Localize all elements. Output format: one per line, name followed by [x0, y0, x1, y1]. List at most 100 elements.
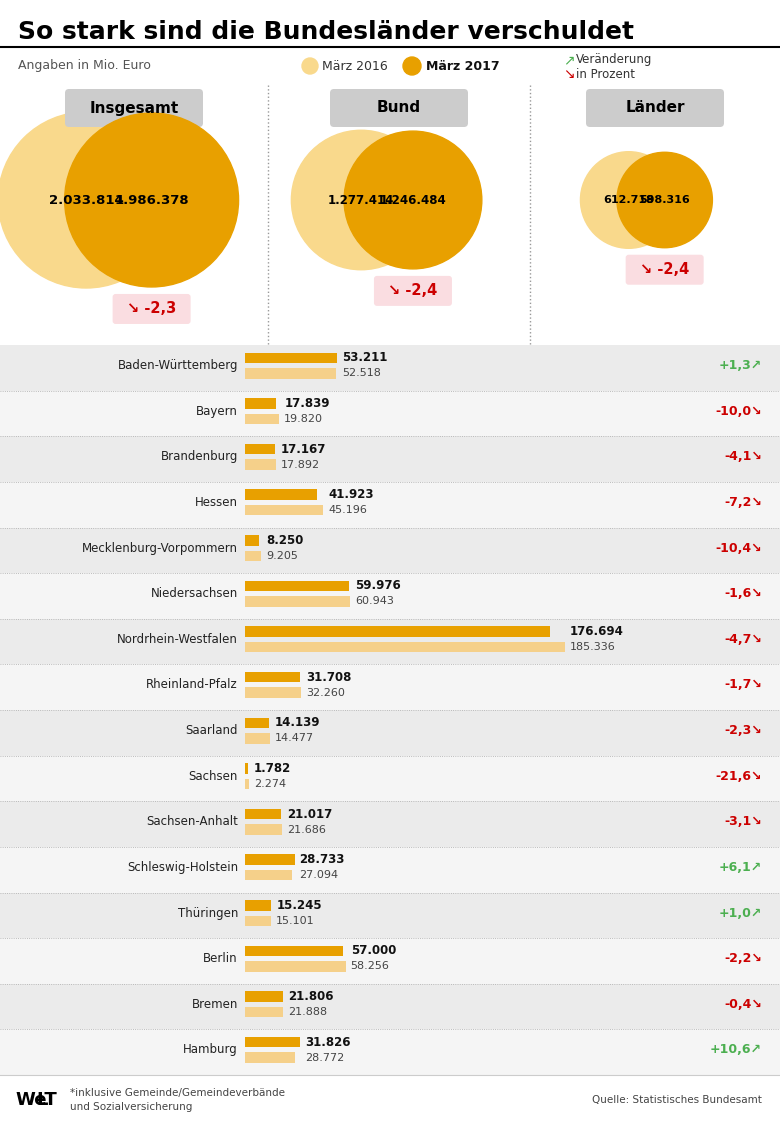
Text: 2.274: 2.274	[254, 779, 286, 789]
Bar	[0, 390, 780, 436]
FancyBboxPatch shape	[112, 294, 190, 324]
Bar	[245, 505, 323, 516]
Circle shape	[292, 130, 431, 270]
Text: 2.033.814: 2.033.814	[49, 193, 123, 207]
Text: 598.316: 598.316	[640, 194, 690, 205]
Text: 21.686: 21.686	[288, 825, 326, 834]
FancyBboxPatch shape	[374, 276, 452, 305]
Text: -0,4↘: -0,4↘	[724, 998, 762, 1011]
Text: 612.718: 612.718	[603, 194, 654, 205]
Text: 59.976: 59.976	[355, 579, 401, 593]
Text: 1.246.484: 1.246.484	[380, 193, 446, 207]
Text: März 2016: März 2016	[322, 59, 388, 72]
Circle shape	[302, 58, 318, 74]
Text: 45.196: 45.196	[328, 506, 367, 515]
Bar	[245, 368, 335, 379]
Text: 31.708: 31.708	[306, 670, 351, 684]
Bar	[0, 801, 780, 847]
FancyBboxPatch shape	[586, 89, 724, 127]
Text: 15.101: 15.101	[276, 916, 315, 925]
Circle shape	[0, 112, 174, 288]
Text: -1,7↘: -1,7↘	[724, 678, 762, 691]
Text: -4,7↘: -4,7↘	[724, 633, 762, 645]
Bar	[0, 436, 780, 482]
Bar	[245, 352, 337, 363]
Text: 176.694: 176.694	[570, 625, 624, 638]
Text: So stark sind die Bundesländer verschuldet: So stark sind die Bundesländer verschuld…	[18, 19, 634, 43]
Text: 14.139: 14.139	[275, 716, 321, 729]
Text: 28.772: 28.772	[305, 1052, 344, 1063]
Text: Nordrhein-Westfalen: Nordrhein-Westfalen	[117, 633, 238, 645]
Text: Sachsen-Anhalt: Sachsen-Anhalt	[146, 816, 238, 828]
Text: 41.923: 41.923	[328, 488, 374, 501]
Bar	[245, 688, 301, 698]
Bar	[245, 779, 249, 789]
Bar	[0, 892, 780, 938]
Text: Brandenburg: Brandenburg	[161, 451, 238, 463]
Text: Bayern: Bayern	[196, 405, 238, 418]
Text: und Sozialversicherung: und Sozialversicherung	[70, 1102, 193, 1112]
Bar	[245, 414, 279, 424]
Bar	[0, 1075, 780, 1144]
Text: Länder: Länder	[626, 101, 685, 116]
Bar	[0, 938, 780, 984]
Text: Thüringen: Thüringen	[178, 906, 238, 920]
Text: 17.892: 17.892	[281, 460, 320, 469]
Bar	[245, 900, 271, 911]
Text: ↘ -2,4: ↘ -2,4	[388, 284, 438, 299]
FancyBboxPatch shape	[330, 89, 468, 127]
Text: *inklusive Gemeinde/Gemeindeverbände: *inklusive Gemeinde/Gemeindeverbände	[70, 1088, 285, 1098]
Circle shape	[617, 152, 712, 248]
Bar	[245, 672, 300, 683]
Bar	[0, 47, 780, 85]
Text: Berlin: Berlin	[204, 952, 238, 966]
Text: -10,4↘: -10,4↘	[715, 541, 762, 555]
Text: 15.245: 15.245	[276, 899, 322, 912]
Text: -3,1↘: -3,1↘	[725, 816, 762, 828]
Text: 14.477: 14.477	[275, 733, 314, 744]
Text: 8.250: 8.250	[266, 534, 303, 547]
Text: Veränderung: Veränderung	[576, 54, 652, 66]
Text: Angaben in Mio. Euro: Angaben in Mio. Euro	[18, 59, 151, 72]
Bar	[0, 665, 780, 710]
Text: -2,3↘: -2,3↘	[725, 724, 762, 737]
Text: 32.260: 32.260	[306, 688, 345, 698]
Bar	[245, 459, 276, 470]
Bar	[245, 1036, 300, 1048]
Bar	[245, 444, 275, 454]
FancyBboxPatch shape	[65, 89, 203, 127]
Circle shape	[403, 57, 421, 76]
Bar	[0, 573, 780, 619]
Text: Insgesamt: Insgesamt	[90, 101, 179, 116]
Text: +1,0↗: +1,0↗	[718, 906, 762, 920]
Text: 21.888: 21.888	[288, 1007, 327, 1017]
Bar	[0, 619, 780, 665]
Text: Bund: Bund	[377, 101, 421, 116]
Circle shape	[580, 152, 677, 248]
Text: ↘ -2,3: ↘ -2,3	[127, 302, 176, 317]
Bar	[245, 869, 292, 881]
Bar	[245, 596, 350, 606]
Text: März 2017: März 2017	[426, 59, 500, 72]
Bar	[245, 825, 282, 835]
Text: Saarland: Saarland	[186, 724, 238, 737]
Text: Bremen: Bremen	[192, 998, 238, 1011]
Text: +6,1↗: +6,1↗	[718, 861, 762, 874]
Text: Schleswig-Holstein: Schleswig-Holstein	[127, 861, 238, 874]
Bar	[245, 581, 349, 591]
Text: 17.839: 17.839	[284, 397, 330, 410]
Text: 21.806: 21.806	[288, 990, 333, 1003]
Text: Niedersachsen: Niedersachsen	[151, 587, 238, 601]
Text: 57.000: 57.000	[350, 945, 396, 958]
Bar	[0, 847, 780, 892]
Text: 58.256: 58.256	[350, 961, 389, 971]
Text: +1,3↗: +1,3↗	[718, 359, 762, 372]
Text: -10,0↘: -10,0↘	[715, 405, 762, 418]
Bar	[245, 490, 317, 500]
Text: +10,6↗: +10,6↗	[710, 1043, 762, 1056]
Text: ↗: ↗	[563, 53, 575, 67]
Text: 9.205: 9.205	[266, 550, 298, 561]
Bar	[245, 915, 271, 925]
Text: ↘ -2,4: ↘ -2,4	[640, 262, 690, 277]
Text: 1.782: 1.782	[254, 762, 291, 774]
